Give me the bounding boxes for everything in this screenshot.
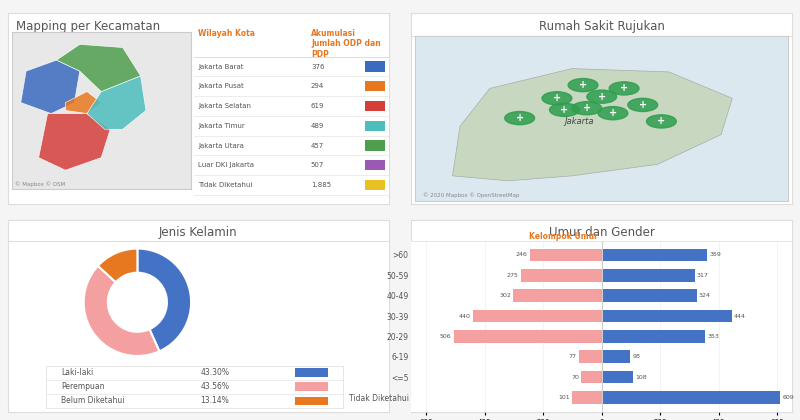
Text: Jenis Kelamin: Jenis Kelamin [159,226,238,239]
Text: Mapping per Kecamatan: Mapping per Kecamatan [16,20,160,33]
Text: Rumah Sakit Rujukan: Rumah Sakit Rujukan [538,20,665,33]
Text: Umur dan Gender: Umur dan Gender [549,226,654,239]
